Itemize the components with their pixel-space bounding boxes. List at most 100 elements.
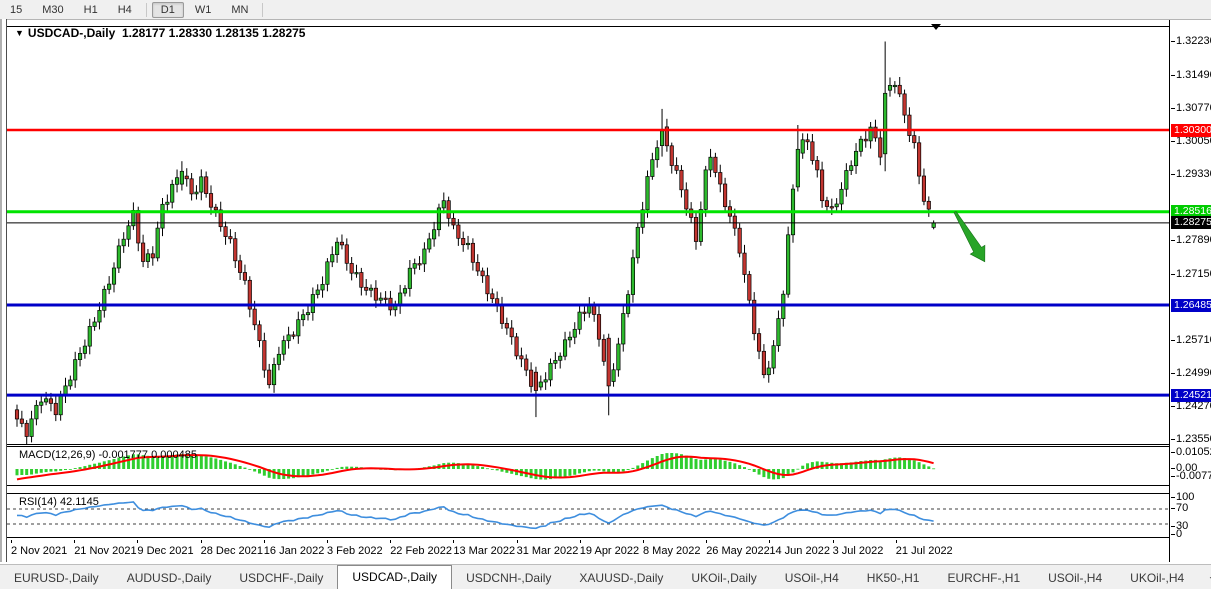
timeframe-button-w1[interactable]: W1 xyxy=(194,3,212,16)
chart-title: ▼ USDCAD-,Daily 1.28177 1.28330 1.28135 1… xyxy=(15,26,305,40)
date-tick xyxy=(137,540,139,543)
main-chart-pane[interactable] xyxy=(7,20,1169,445)
rsi-tick-label: 70 xyxy=(1170,502,1189,514)
date-label: 2 Nov 2021 xyxy=(11,545,68,557)
macd-axis: 0.01052 0.00-0.00774 xyxy=(1170,446,1211,486)
price-chart-svg xyxy=(7,24,1169,444)
timeframe-button-h4[interactable]: H4 xyxy=(117,3,132,16)
macd-name: MACD(12,26,9) xyxy=(19,449,96,461)
rsi-line xyxy=(16,501,934,530)
price-tick-label: 1.32230 xyxy=(1171,35,1211,47)
rsi-pane[interactable] xyxy=(7,493,1169,538)
price-tick-label: 1.31490 xyxy=(1171,69,1211,81)
tab-eurusd[interactable]: EURUSD-,Daily xyxy=(14,571,99,585)
price-level-badge: 1.30300 xyxy=(1171,123,1211,137)
date-label: 28 Dec 2021 xyxy=(200,545,263,557)
timeframe-button-mn[interactable]: MN xyxy=(231,3,249,16)
date-label: 26 May 2022 xyxy=(706,545,770,557)
macd-tick-label: 0.01052 xyxy=(1171,446,1211,458)
chevron-down-icon[interactable]: ▼ xyxy=(15,28,24,38)
date-tick xyxy=(579,540,581,543)
tab-usdchf[interactable]: USDCHF-,Daily xyxy=(239,571,324,585)
window-left-edge xyxy=(0,19,7,562)
date-tick xyxy=(74,540,76,543)
tab-usoil[interactable]: USOil-,H4 xyxy=(1048,571,1103,585)
date-tick xyxy=(769,540,771,543)
price-tick-label: 1.24270 xyxy=(1171,400,1211,412)
tab-ukoil[interactable]: UKOil-,H4 xyxy=(1130,571,1185,585)
macd-label: MACD(12,26,9) -0.001777 0.000485 xyxy=(19,449,197,461)
tab-eurchf[interactable]: EURCHF-,H1 xyxy=(947,571,1021,585)
date-label: 8 May 2022 xyxy=(643,545,701,557)
price-tick-label: 1.25710 xyxy=(1171,334,1211,346)
price-tick-label: 1.23550 xyxy=(1171,433,1211,445)
price-tick-label: 1.27890 xyxy=(1171,234,1211,246)
chart-symbol-label: USDCAD-,Daily xyxy=(27,26,116,40)
tab-scroll-left-icon[interactable]: ◄ xyxy=(1208,573,1211,582)
macd-svg xyxy=(15,453,936,481)
price-tick-label: 1.30770 xyxy=(1171,102,1211,114)
date-label: 9 Dec 2021 xyxy=(137,545,194,557)
tab-ukoil[interactable]: UKOil-,Daily xyxy=(691,571,757,585)
tab-scroll-controls: ◄► xyxy=(1198,573,1211,582)
date-tick xyxy=(327,540,328,543)
price-level-badge: 1.24521 xyxy=(1171,388,1211,402)
price-tick-label: 1.30050 xyxy=(1171,135,1211,147)
tab-usdcnh[interactable]: USDCNH-,Daily xyxy=(466,571,552,585)
date-tick xyxy=(11,540,12,543)
toolbar-separator xyxy=(145,2,147,17)
timeframe-button-h1[interactable]: H1 xyxy=(83,3,98,16)
timeframe-button-d1[interactable]: D1 xyxy=(151,1,184,18)
rsi-tick-label: 0 xyxy=(1170,528,1183,540)
tab-audusd[interactable]: AUDUSD-,Daily xyxy=(126,571,212,585)
price-level-badge: 1.28275 xyxy=(1171,216,1211,230)
date-axis: 2 Nov 2021 21 Nov 2021 9 Dec 2021 28 Dec 20… xyxy=(7,540,1169,562)
macd-pane[interactable] xyxy=(7,446,1169,486)
date-label: 3 Jul 2022 xyxy=(832,545,884,557)
date-tick xyxy=(453,540,455,543)
tab-usdcad[interactable]: USDCAD-,Daily xyxy=(337,565,453,589)
rsi-tick-label: 100 xyxy=(1170,491,1195,503)
timeframe-button-m30[interactable]: M30 xyxy=(42,3,64,16)
date-label: 14 Jun 2022 xyxy=(769,545,830,557)
rsi-svg xyxy=(7,501,1169,530)
date-tick xyxy=(263,540,265,543)
rsi-name: RSI(14) xyxy=(19,496,57,508)
tab-xauusd[interactable]: XAUUSD-,Daily xyxy=(579,571,664,585)
down-arrow-annotation[interactable] xyxy=(953,210,986,263)
date-label: 21 Nov 2021 xyxy=(74,545,137,557)
date-label: 13 Mar 2022 xyxy=(453,545,516,557)
candlesticks xyxy=(14,41,936,444)
tab-usoil[interactable]: USOil-,H4 xyxy=(784,571,839,585)
macd-tick-label: 0.00 xyxy=(1170,462,1198,474)
date-label: 16 Jan 2022 xyxy=(263,545,325,557)
rsi-tick-label: 30 xyxy=(1170,520,1189,532)
toolbar-separator xyxy=(262,2,264,17)
rsi-axis: 100 70 30 0 xyxy=(1170,491,1211,540)
price-axis: 1.32230 1.31490 1.30770 1.30050 1.29330 1.278… xyxy=(1170,20,1211,445)
chart-ohlc-readout: 1.28177 1.28330 1.28135 1.28275 xyxy=(121,26,306,40)
date-label: 22 Feb 2022 xyxy=(390,545,452,557)
timeframe-button-15[interactable]: 15 xyxy=(10,3,23,16)
tab-hk50[interactable]: HK50-,H1 xyxy=(866,571,920,585)
date-tick xyxy=(390,540,392,543)
macd-signal-line xyxy=(16,454,934,481)
price-level-badge: 1.28516 xyxy=(1171,205,1211,219)
date-label: 31 Mar 2022 xyxy=(516,545,579,557)
price-tick-label: 1.27150 xyxy=(1171,268,1211,280)
date-label: 3 Feb 2022 xyxy=(327,545,383,557)
date-tick xyxy=(516,540,518,543)
rsi-value: 42.1145 xyxy=(59,496,99,508)
rsi-label: RSI(14) 42.1145 xyxy=(19,496,99,508)
date-label: 21 Jul 2022 xyxy=(895,545,953,557)
macd-values: -0.001777 0.000485 xyxy=(98,449,197,461)
macd-histogram xyxy=(15,453,936,480)
price-axis-separator xyxy=(1169,20,1170,562)
chart-shift-marker[interactable] xyxy=(931,24,941,30)
date-tick xyxy=(895,540,897,543)
date-tick xyxy=(643,540,644,543)
chart-tab-bar: EURUSD-,Daily AUDUSD-,Daily USDCHF-,Daily U… xyxy=(0,564,1211,589)
timeframe-toolbar: 15 M30 H1 H4 D1 W1 MN xyxy=(0,0,1211,20)
date-tick xyxy=(706,540,708,543)
macd-tick-label: -0.00774 xyxy=(1170,470,1211,482)
